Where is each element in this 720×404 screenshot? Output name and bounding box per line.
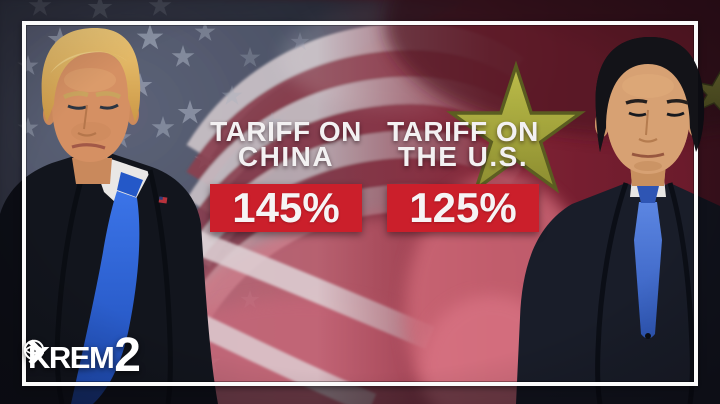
frame-outer-shade-right xyxy=(698,21,720,386)
tariff-us-value: 125% xyxy=(387,184,539,232)
tariff-china-line2: CHINA xyxy=(237,141,335,172)
tariff-us-line2: THE U.S. xyxy=(397,141,529,172)
station-logo: KREM 2 xyxy=(23,329,141,382)
tariff-us-block: TARIFF ON THE U.S. 125% xyxy=(383,116,543,232)
frame-outer-shade-bottom xyxy=(0,386,720,404)
frame-outer-shade-left xyxy=(0,21,22,386)
tariff-us-line1: TARIFF ON xyxy=(387,116,539,147)
frame-outer-shade-top xyxy=(0,0,720,21)
station-logo-channel: 2 xyxy=(114,329,141,382)
tariff-china-block: TARIFF ON CHINA 145% xyxy=(206,116,366,232)
cbs-eye-icon xyxy=(23,339,45,361)
tariff-china-line1: TARIFF ON xyxy=(210,116,362,147)
tariff-china-value: 145% xyxy=(210,184,362,232)
